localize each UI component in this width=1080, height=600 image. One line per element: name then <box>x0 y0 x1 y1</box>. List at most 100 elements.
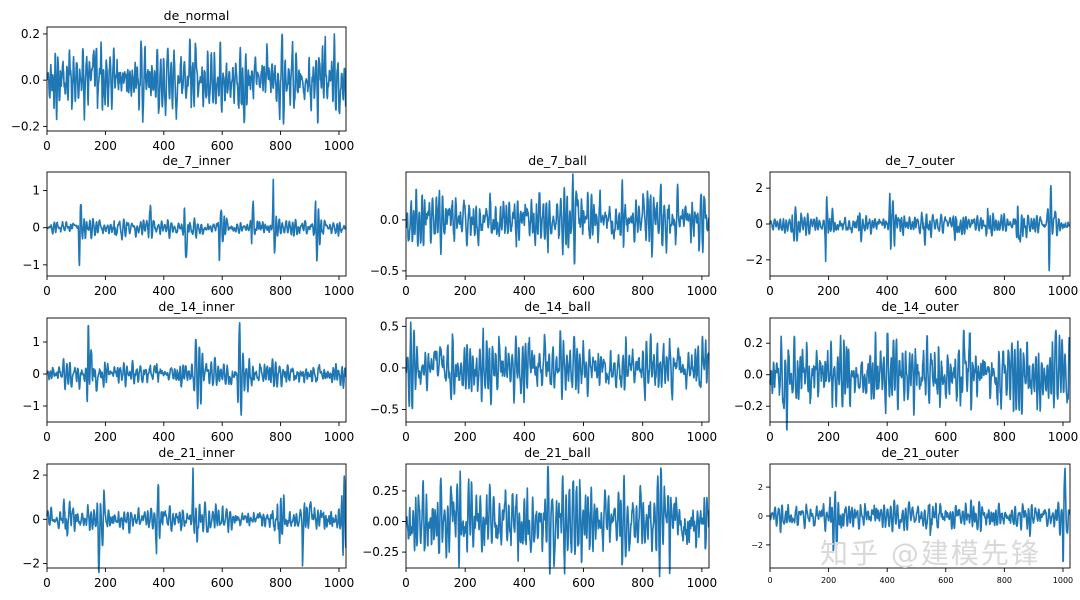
x-tick-label: 0 <box>402 576 410 590</box>
x-tick-label: 200 <box>94 284 117 298</box>
y-tick-label: 0.00 <box>372 515 399 529</box>
x-tick-label: 1000 <box>687 576 718 590</box>
x-tick-label: 400 <box>513 430 536 444</box>
subplot-title: de_7_ball <box>528 153 587 168</box>
x-tick-label: 600 <box>572 430 595 444</box>
x-tick-label: 600 <box>572 576 595 590</box>
subplot-title: de_14_ball <box>524 299 591 314</box>
subplot-title: de_normal <box>164 8 230 23</box>
subplot-title: de_21_outer <box>881 445 959 460</box>
x-tick-label: 800 <box>993 430 1016 444</box>
x-tick-label: 400 <box>513 284 536 298</box>
series-line <box>46 33 347 125</box>
y-tick-label: 2 <box>755 181 763 195</box>
y-tick-label: 0 <box>32 367 40 381</box>
y-tick-label: 1 <box>32 184 40 198</box>
x-tick-label: 200 <box>817 430 840 444</box>
x-tick-label: 800 <box>631 576 654 590</box>
x-tick-label: 400 <box>876 284 899 298</box>
series-line <box>769 467 1071 563</box>
x-tick-label: 1000 <box>324 576 355 590</box>
x-tick-label: 600 <box>934 284 957 298</box>
subplot-de_14_outer: de_14_outer 0 200 400 600 800 1000 −0.2 0.0 0.2 <box>734 299 1078 444</box>
x-tick-label: 1000 <box>1048 284 1079 298</box>
x-tick-label: 800 <box>997 576 1012 585</box>
series-line <box>46 178 347 267</box>
subplot-de_14_ball: de_14_ball 0 200 400 600 800 1000 −0.5 0.0 0.5 <box>370 299 717 444</box>
x-tick-label: 0 <box>43 139 51 153</box>
y-tick-label: 0.0 <box>380 213 399 227</box>
subplot-de_normal: de_normal 0 200 400 600 800 1000 −0.2 0.0 0.2 <box>11 8 354 153</box>
y-tick-label: 0 <box>758 512 763 521</box>
subplot-title: de_21_ball <box>524 445 591 460</box>
x-tick-label: 600 <box>938 576 953 585</box>
y-tick-label: −1 <box>22 399 40 413</box>
axes-frame <box>405 463 710 569</box>
x-tick-label: 600 <box>934 430 957 444</box>
x-tick-label: 800 <box>631 430 654 444</box>
y-tick-label: −2 <box>751 541 763 550</box>
axes-frame <box>46 171 347 277</box>
series-line <box>405 465 710 578</box>
subplot-title: de_7_outer <box>885 153 955 168</box>
x-tick-label: 1000 <box>687 430 718 444</box>
y-tick-label: 0 <box>32 221 40 235</box>
x-tick-label: 400 <box>152 284 175 298</box>
y-tick-label: 0 <box>755 217 763 231</box>
x-tick-label: 200 <box>454 430 477 444</box>
subplot-de_7_outer: de_7_outer 0 200 400 600 800 1000 −2 0 2 <box>745 153 1078 298</box>
x-tick-label: 800 <box>269 576 292 590</box>
x-tick-label: 800 <box>269 139 292 153</box>
x-tick-label: 200 <box>454 576 477 590</box>
x-tick-label: 400 <box>152 139 175 153</box>
y-tick-label: −0.2 <box>734 399 763 413</box>
x-tick-label: 600 <box>211 139 234 153</box>
x-tick-label: 800 <box>269 430 292 444</box>
x-tick-label: 1000 <box>1053 576 1073 585</box>
series-line <box>46 467 347 574</box>
x-tick-label: 600 <box>211 430 234 444</box>
x-tick-label: 600 <box>572 284 595 298</box>
subplot-de_21_outer: de_21_outer 0 200 400 600 800 1000 −2 0 2 <box>751 445 1073 585</box>
axes-frame <box>405 317 710 423</box>
y-tick-label: −0.2 <box>11 119 40 133</box>
y-tick-label: 0.5 <box>380 319 399 333</box>
x-tick-label: 200 <box>821 576 836 585</box>
x-tick-label: 600 <box>211 576 234 590</box>
y-tick-label: −0.5 <box>370 403 399 417</box>
x-tick-label: 200 <box>94 139 117 153</box>
subplot-title: de_14_outer <box>881 299 959 314</box>
y-tick-label: 2 <box>32 468 40 482</box>
subplot-de_21_ball: de_21_ball 0 200 400 600 800 1000 −0.25 0.00 0.25 <box>362 445 717 590</box>
series-line <box>769 184 1071 272</box>
y-tick-label: −2 <box>745 253 763 267</box>
x-tick-label: 400 <box>513 576 536 590</box>
y-tick-label: 0.25 <box>372 484 399 498</box>
x-tick-label: 1000 <box>324 139 355 153</box>
y-tick-label: 0.2 <box>21 27 40 41</box>
y-tick-label: 0 <box>32 512 40 526</box>
y-tick-label: 0.0 <box>380 361 399 375</box>
x-tick-label: 0 <box>43 284 51 298</box>
y-tick-label: −0.5 <box>370 264 399 278</box>
x-tick-label: 0 <box>402 284 410 298</box>
axes-frame <box>405 171 710 277</box>
y-tick-label: 0.0 <box>744 368 763 382</box>
x-tick-label: 0 <box>43 430 51 444</box>
y-tick-label: −1 <box>22 258 40 272</box>
x-tick-label: 1000 <box>324 284 355 298</box>
x-tick-label: 800 <box>993 284 1016 298</box>
x-tick-label: 400 <box>152 576 175 590</box>
x-tick-label: 800 <box>631 284 654 298</box>
x-tick-label: 200 <box>817 284 840 298</box>
subplot-de_7_ball: de_7_ball 0 200 400 600 800 1000 −0.5 0.0 <box>370 153 717 298</box>
axes-frame <box>769 317 1071 423</box>
y-tick-label: 1 <box>32 335 40 349</box>
axes-frame <box>46 317 347 423</box>
series-line <box>769 329 1071 431</box>
x-tick-label: 400 <box>880 576 895 585</box>
y-tick-label: 2 <box>758 483 763 492</box>
y-tick-label: 0.0 <box>21 73 40 87</box>
